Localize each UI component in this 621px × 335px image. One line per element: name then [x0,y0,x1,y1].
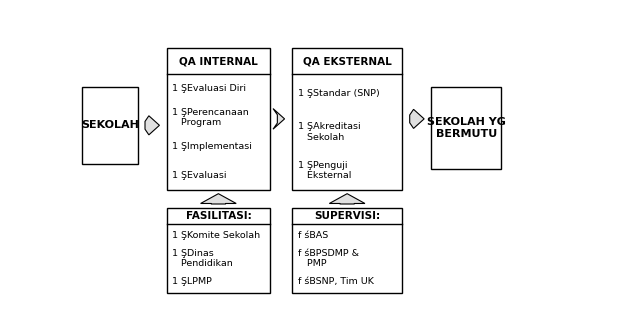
Text: QA INTERNAL: QA INTERNAL [179,56,258,66]
Text: f śBSNP, Tim UK: f śBSNP, Tim UK [297,277,373,286]
FancyBboxPatch shape [166,208,270,293]
Text: 1 ŞDinas
   Pendidikan: 1 ŞDinas Pendidikan [173,249,233,268]
Polygon shape [201,194,236,204]
Text: FASILITASI:: FASILITASI: [186,211,252,221]
Text: 1 ŞEvaluasi Diri: 1 ŞEvaluasi Diri [173,84,247,93]
FancyBboxPatch shape [166,48,270,190]
Text: 1 ŞImplementasi: 1 ŞImplementasi [173,142,252,151]
Text: SUPERVISI:: SUPERVISI: [314,211,380,221]
FancyBboxPatch shape [292,48,402,190]
Polygon shape [410,109,424,128]
Text: SEKOLAH: SEKOLAH [81,120,139,130]
Text: 1 ŞPerencanaan
   Program: 1 ŞPerencanaan Program [173,108,249,127]
Text: f śBAS: f śBAS [297,231,328,240]
Polygon shape [273,109,284,129]
Text: 1 ŞKomite Sekolah: 1 ŞKomite Sekolah [173,231,261,240]
FancyBboxPatch shape [83,87,138,164]
Text: 1 ŞStandar (SNP): 1 ŞStandar (SNP) [297,89,379,98]
Polygon shape [145,116,160,135]
Text: 1 ŞAkreditasi
   Sekolah: 1 ŞAkreditasi Sekolah [297,122,360,142]
Text: 1 ŞEvaluasi: 1 ŞEvaluasi [173,171,227,180]
Text: QA EKSTERNAL: QA EKSTERNAL [303,56,391,66]
Text: 1 ŞLPMP: 1 ŞLPMP [173,277,212,286]
FancyBboxPatch shape [292,208,402,293]
Text: SEKOLAH YG
BERMUTU: SEKOLAH YG BERMUTU [427,117,505,139]
Text: f śBPSDMP &
   PMP: f śBPSDMP & PMP [297,249,358,268]
Text: 1 ŞPenguji
   Eksternal: 1 ŞPenguji Eksternal [297,161,351,180]
FancyBboxPatch shape [432,87,501,169]
Polygon shape [329,194,365,204]
